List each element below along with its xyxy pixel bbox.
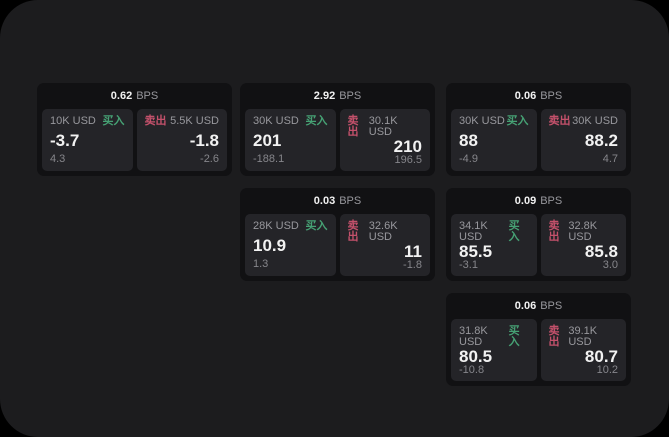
sell-panel[interactable]: 卖出 30.1K USD 210 196.5 xyxy=(339,109,430,171)
sell-price: 85.8 xyxy=(584,242,618,261)
sell-side-label: 卖出 xyxy=(144,115,167,127)
sell-panel[interactable]: 卖出 32.8K USD 85.8 3.0 xyxy=(540,214,626,276)
spread-unit: BPS xyxy=(540,89,563,102)
spread-header: 0.62 BPS xyxy=(37,83,232,109)
quote-card: 0.03 BPS 28K USD 买入 10.9 1.3 卖出 32.6K US… xyxy=(240,188,435,281)
buy-sub-value: -10.8 xyxy=(459,364,485,376)
sell-sub-value: 3.0 xyxy=(602,259,618,271)
spread-header: 0.09 BPS xyxy=(446,188,631,214)
sell-panel[interactable]: 卖出 30K USD 88.2 4.7 xyxy=(540,109,626,171)
spread-header: 2.92 BPS xyxy=(240,83,435,109)
buy-panel[interactable]: 34.1K USD 买入 85.5 -3.1 xyxy=(451,214,537,276)
sell-price: 11 xyxy=(404,242,422,261)
buy-side-label: 买入 xyxy=(506,115,529,127)
sell-panel[interactable]: 卖出 39.1K USD 80.7 10.2 xyxy=(540,319,626,381)
spread-value: 2.92 xyxy=(313,89,336,102)
spread-header: 0.03 BPS xyxy=(240,188,435,214)
sell-side-label: 卖出 xyxy=(548,115,571,127)
sell-sub-value: 10.2 xyxy=(596,364,618,376)
spread-value: 0.62 xyxy=(110,89,133,102)
buy-sub-value: 1.3 xyxy=(253,258,269,270)
quote-panels: 34.1K USD 买入 85.5 -3.1 卖出 32.8K USD 85.8… xyxy=(446,214,631,276)
spread-unit: BPS xyxy=(136,89,159,102)
sell-side-label: 卖出 xyxy=(548,325,560,348)
buy-price: 201 xyxy=(253,131,282,150)
quote-card: 2.92 BPS 30K USD 买入 201 -188.1 卖出 30.1K … xyxy=(240,83,435,176)
spread-value: 0.03 xyxy=(313,194,336,207)
sell-price: -1.8 xyxy=(189,131,219,150)
sell-side-label: 卖出 xyxy=(347,115,359,138)
buy-sub-value: 4.3 xyxy=(50,153,66,165)
spread-value: 0.09 xyxy=(514,194,537,207)
sell-amount: 39.1K USD xyxy=(568,325,598,348)
quote-panels: 28K USD 买入 10.9 1.3 卖出 32.6K USD 11 -1.8 xyxy=(240,214,435,276)
sell-sub-value: -2.6 xyxy=(200,153,219,165)
quote-card: 0.62 BPS 10K USD 买入 -3.7 4.3 卖出 5.5K USD… xyxy=(37,83,232,176)
quote-panels: 10K USD 买入 -3.7 4.3 卖出 5.5K USD -1.8 -2.… xyxy=(37,109,232,171)
spread-header: 0.06 BPS xyxy=(446,83,631,109)
buy-sub-value: -3.1 xyxy=(459,259,478,271)
buy-panel[interactable]: 10K USD 买入 -3.7 4.3 xyxy=(42,109,133,171)
buy-amount: 10K USD xyxy=(50,115,96,127)
quote-card: 0.06 BPS 31.8K USD 买入 80.5 -10.8 卖出 39.1… xyxy=(446,293,631,386)
quote-card: 0.09 BPS 34.1K USD 买入 85.5 -3.1 卖出 32.8K… xyxy=(446,188,631,281)
spread-unit: BPS xyxy=(339,194,362,207)
quote-panels: 30K USD 买入 88 -4.9 卖出 30K USD 88.2 4.7 xyxy=(446,109,631,171)
sell-sub-value: 196.5 xyxy=(394,154,422,166)
spread-unit: BPS xyxy=(540,299,563,312)
sell-amount: 32.6K USD xyxy=(368,220,398,243)
buy-price: 80.5 xyxy=(459,347,493,366)
sell-amount: 5.5K USD xyxy=(170,115,219,127)
spread-value: 0.06 xyxy=(514,89,537,102)
quote-card: 0.06 BPS 30K USD 买入 88 -4.9 卖出 30K USD 8… xyxy=(446,83,631,176)
quote-panels: 31.8K USD 买入 80.5 -10.8 卖出 39.1K USD 80.… xyxy=(446,319,631,381)
buy-price: -3.7 xyxy=(50,131,80,150)
sell-sub-value: 4.7 xyxy=(602,153,618,165)
buy-panel[interactable]: 28K USD 买入 10.9 1.3 xyxy=(245,214,336,276)
buy-amount: 28K USD xyxy=(253,220,299,232)
buy-amount: 34.1K USD xyxy=(459,220,488,243)
buy-panel[interactable]: 30K USD 买入 88 -4.9 xyxy=(451,109,537,171)
buy-side-label: 买入 xyxy=(102,115,125,127)
sell-amount: 30K USD xyxy=(572,115,618,127)
buy-sub-value: -188.1 xyxy=(253,153,285,165)
buy-price: 88 xyxy=(459,131,478,150)
sell-side-label: 卖出 xyxy=(548,220,560,243)
buy-price: 10.9 xyxy=(253,236,287,255)
sell-price: 210 xyxy=(393,137,422,156)
spread-value: 0.06 xyxy=(514,299,537,312)
buy-price: 85.5 xyxy=(459,242,493,261)
sell-panel[interactable]: 卖出 5.5K USD -1.8 -2.6 xyxy=(136,109,227,171)
sell-amount: 32.8K USD xyxy=(568,220,598,243)
spread-unit: BPS xyxy=(540,194,563,207)
buy-amount: 30K USD xyxy=(253,115,299,127)
spread-unit: BPS xyxy=(339,89,362,102)
sell-side-label: 卖出 xyxy=(347,220,359,243)
buy-side-label: 买入 xyxy=(305,115,328,127)
buy-sub-value: -4.9 xyxy=(459,153,478,165)
buy-amount: 30K USD xyxy=(459,115,505,127)
sell-price: 88.2 xyxy=(584,131,618,150)
buy-side-label: 买入 xyxy=(508,325,520,348)
buy-panel[interactable]: 30K USD 买入 201 -188.1 xyxy=(245,109,336,171)
sell-panel[interactable]: 卖出 32.6K USD 11 -1.8 xyxy=(339,214,430,276)
buy-amount: 31.8K USD xyxy=(459,325,488,348)
buy-side-label: 买入 xyxy=(305,220,328,232)
sell-price: 80.7 xyxy=(584,347,618,366)
sell-amount: 30.1K USD xyxy=(368,115,398,138)
spread-header: 0.06 BPS xyxy=(446,293,631,319)
quote-panels: 30K USD 买入 201 -188.1 卖出 30.1K USD 210 1… xyxy=(240,109,435,171)
buy-panel[interactable]: 31.8K USD 买入 80.5 -10.8 xyxy=(451,319,537,381)
buy-side-label: 买入 xyxy=(508,220,520,243)
sell-sub-value: -1.8 xyxy=(403,259,422,271)
